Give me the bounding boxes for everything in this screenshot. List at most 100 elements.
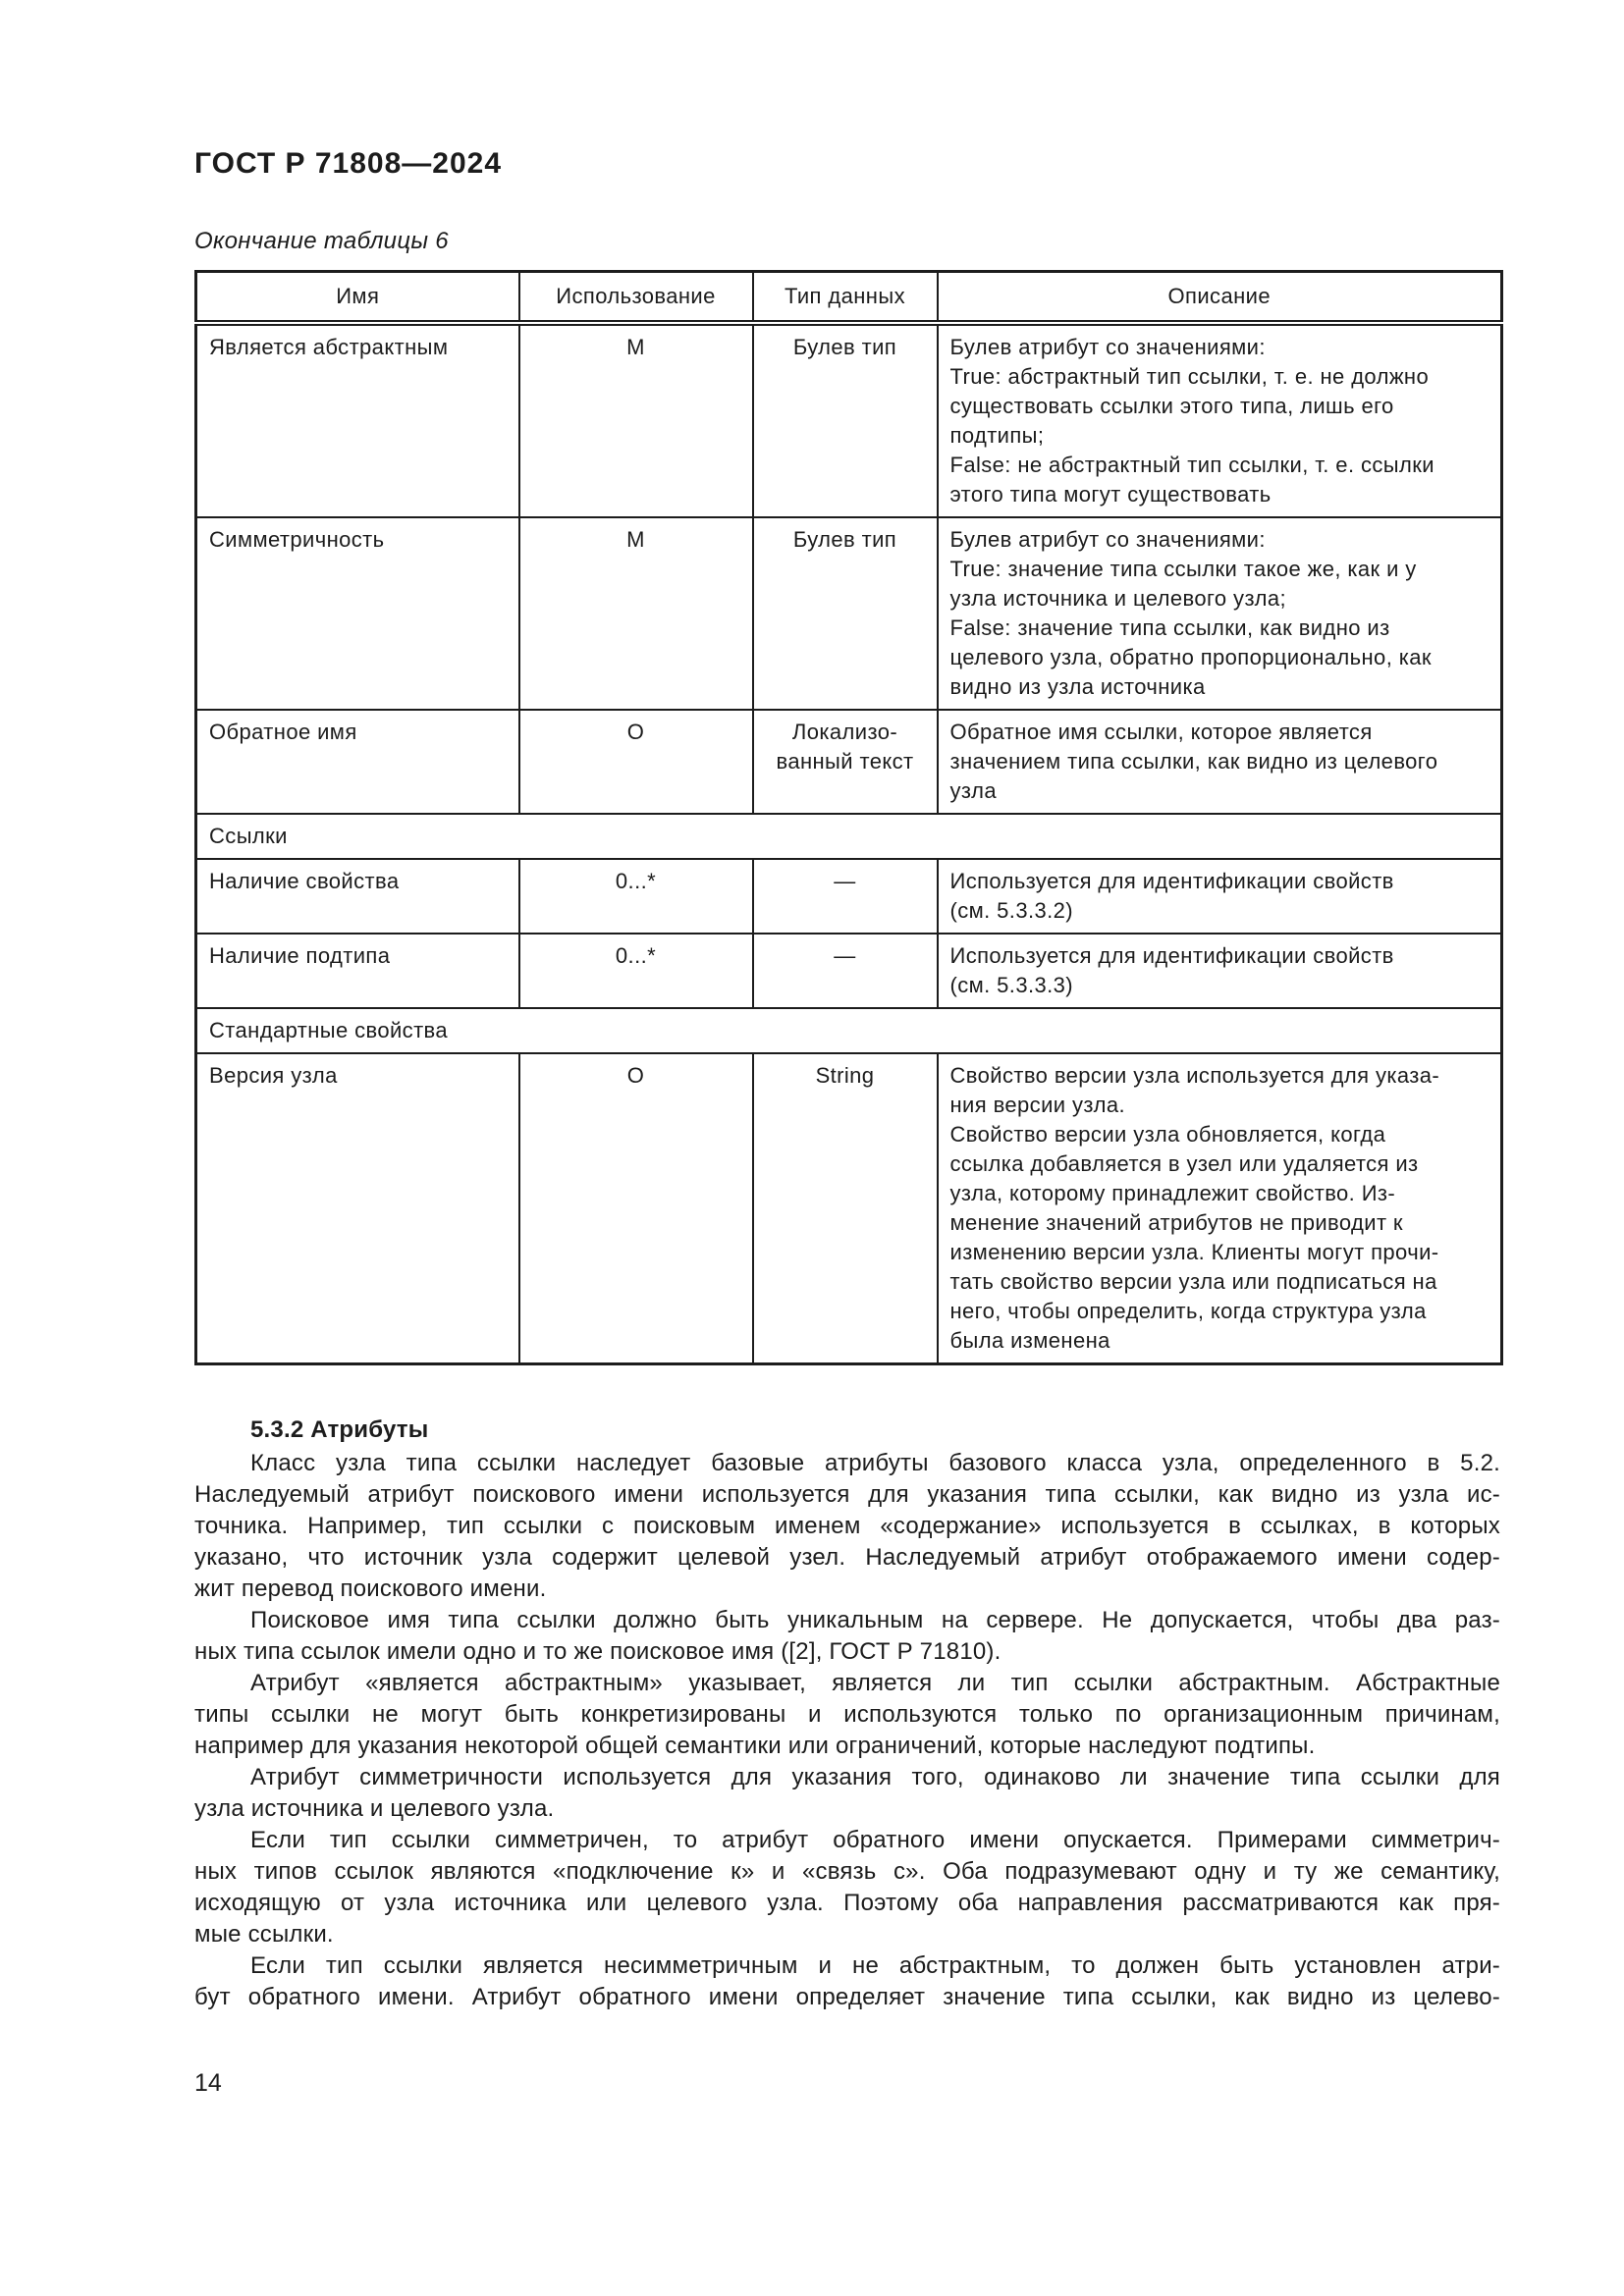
description-line: False: не абстрактный тип ссылки, т. е. …: [949, 453, 1435, 477]
datatype-line: —: [834, 869, 856, 893]
body-line: точника. Например, тип ссылки с поисковы…: [194, 1513, 1500, 1539]
cell-usage: М: [517, 516, 754, 711]
standard-number: ГОСТ Р 71808—2024: [194, 147, 503, 180]
description-line: узла источника и целевого узла;: [949, 586, 1287, 611]
body-line: например для указания некоторой общей се…: [194, 1733, 1316, 1759]
datatype-line: ванный текст: [776, 749, 914, 774]
cell-usage: О: [517, 1052, 754, 1365]
body-paragraph: Если тип ссылки является несимметричным …: [194, 1950, 1500, 2013]
body-paragraph: Если тип ссылки симметричен, то атрибут …: [194, 1825, 1500, 1950]
description-line: Используется для идентификации свойств: [949, 869, 1394, 893]
table-section-row: Стандартные свойства: [194, 1007, 1503, 1054]
cell-datatype: Булев тип: [751, 516, 939, 711]
description-line: целевого узла, обратно пропорционально, …: [949, 645, 1432, 669]
description-line: True: абстрактный тип ссылки, т. е. не д…: [949, 364, 1430, 389]
cell-datatype: String: [751, 1052, 939, 1365]
description-line: была изменена: [949, 1328, 1110, 1353]
description-line: узла, которому принадлежит свойство. Из-: [949, 1181, 1396, 1205]
table-row: Является абстрактным М Булев тип Булев атри…: [194, 322, 1503, 518]
datatype-line: Локализо-: [791, 720, 898, 744]
datatype-line: Булев тип: [792, 335, 897, 359]
cell-name: Версия узла: [194, 1052, 520, 1365]
body-line: мые ссылки.: [194, 1921, 334, 1948]
section-heading: 5.3.2 Атрибуты: [250, 1416, 429, 1443]
description-line: изменению версии узла. Клиенты могут про…: [949, 1240, 1439, 1264]
table-row: Наличие свойства 0...* — Используется для и…: [194, 858, 1503, 934]
description-line: подтипы;: [949, 423, 1045, 448]
body-paragraph: Атрибут симметричности используется для …: [194, 1762, 1500, 1825]
body-line: Если тип ссылки является несимметричным …: [250, 1952, 1500, 1979]
cell-description: Свойство версии узла используется для ук…: [936, 1052, 1503, 1365]
table-row: Симметричность М Булев тип Булев атрибут со…: [194, 516, 1503, 711]
body-line: ных типов ссылок являются «подключение к…: [194, 1858, 1500, 1885]
description-line: ния версии узла.: [949, 1093, 1125, 1117]
table-row: Обратное имя О Локализо-ванный текст Обратн…: [194, 709, 1503, 815]
column-header-description: Описание: [936, 270, 1503, 326]
description-line: True: значение типа ссылки такое же, как…: [949, 557, 1417, 581]
page-number: 14: [194, 2069, 222, 2097]
description-line: значением типа ссылки, как видно из целе…: [949, 749, 1438, 774]
datatype-line: Булев тип: [792, 527, 897, 552]
description-line: Булев атрибут со значениями:: [949, 527, 1266, 552]
table-row: Версия узла О String Свойство версии узла и…: [194, 1052, 1503, 1365]
description-line: Используется для идентификации свойств: [949, 943, 1394, 968]
description-line: существовать ссылки этого типа, лишь его: [949, 394, 1394, 418]
description-line: видно из узла источника: [949, 674, 1206, 699]
column-header-datatype: Тип данных: [751, 270, 939, 326]
body-line: типы ссылки не могут быть конкретизирова…: [194, 1701, 1500, 1728]
description-line: Свойство версии узла обновляется, когда: [949, 1122, 1386, 1147]
cell-datatype: —: [751, 858, 939, 934]
cell-name: Наличие свойства: [194, 858, 520, 934]
description-line: Булев атрибут со значениями:: [949, 335, 1266, 359]
description-line: False: значение типа ссылки, как видно и…: [949, 615, 1390, 640]
body-paragraph: Атрибут «является абстрактным» указывает…: [194, 1668, 1500, 1762]
cell-datatype: —: [751, 933, 939, 1009]
table-section-row: Ссылки: [194, 813, 1503, 860]
description-line: него, чтобы определить, когда структура …: [949, 1299, 1427, 1323]
body-line: Поисковое имя типа ссылки должно быть ун…: [250, 1607, 1500, 1633]
body-paragraph: Поисковое имя типа ссылки должно быть ун…: [194, 1605, 1500, 1668]
cell-usage: М: [517, 322, 754, 518]
cell-name: Наличие подтипа: [194, 933, 520, 1009]
body-line: бут обратного имени. Атрибут обратного и…: [194, 1984, 1500, 2010]
body-line: жит перевод поискового имени.: [194, 1575, 547, 1602]
cell-name: Симметричность: [194, 516, 520, 711]
description-line: узла: [949, 778, 998, 803]
description-line: Обратное имя ссылки, которое является: [949, 720, 1373, 744]
body-line: Если тип ссылки симметричен, то атрибут …: [250, 1827, 1500, 1853]
cell-usage: О: [517, 709, 754, 815]
description-line: ссылка добавляется в узел или удаляется …: [949, 1151, 1419, 1176]
datatype-line: String: [815, 1063, 875, 1088]
table-header-row: Имя Использование Тип данных Описание: [194, 270, 1503, 326]
body-paragraph: Класс узла типа ссылки наследует базовые…: [194, 1448, 1500, 1605]
body-line: указано, что источник узла содержит целе…: [194, 1544, 1500, 1571]
body-line: Атрибут «является абстрактным» указывает…: [250, 1670, 1500, 1696]
description-line: (см. 5.3.3.2): [949, 898, 1073, 923]
body-line: Наследуемый атрибут поискового имени исп…: [194, 1481, 1500, 1508]
cell-datatype: Булев тип: [751, 322, 939, 518]
body-line: узла источника и целевого узла.: [194, 1795, 555, 1822]
datatype-line: —: [834, 943, 856, 968]
cell-name: Обратное имя: [194, 709, 520, 815]
cell-name: Является абстрактным: [194, 322, 520, 518]
description-line: менение значений атрибутов не приводит к: [949, 1210, 1403, 1235]
attributes-table: Имя Использование Тип данных Описание Яв…: [194, 270, 1503, 1365]
cell-description: Используется для идентификации свойств (с…: [936, 933, 1503, 1009]
cell-description: Используется для идентификации свойств (с…: [936, 858, 1503, 934]
column-header-name: Имя: [194, 270, 520, 326]
cell-description: Обратное имя ссылки, которое является зна…: [936, 709, 1503, 815]
column-header-usage: Использование: [517, 270, 754, 326]
section-label: Стандартные свойства: [194, 1007, 1503, 1054]
body-text: 5.3.2 Атрибуты Класс узла типа ссылки на…: [194, 1415, 1500, 2013]
cell-datatype: Локализо-ванный текст: [751, 709, 939, 815]
body-line: исходящую от узла источника или целевого…: [194, 1890, 1500, 1916]
cell-usage: 0...*: [517, 858, 754, 934]
body-line: Класс узла типа ссылки наследует базовые…: [250, 1450, 1500, 1476]
description-line: тать свойство версии узла или подписатьс…: [949, 1269, 1437, 1294]
table-row: Наличие подтипа 0...* — Используется для ид…: [194, 933, 1503, 1009]
cell-description: Булев атрибут со значениями: True: значен…: [936, 516, 1503, 711]
description-line: Свойство версии узла используется для ук…: [949, 1063, 1440, 1088]
section-label: Ссылки: [194, 813, 1503, 860]
description-line: этого типа могут существовать: [949, 482, 1272, 507]
